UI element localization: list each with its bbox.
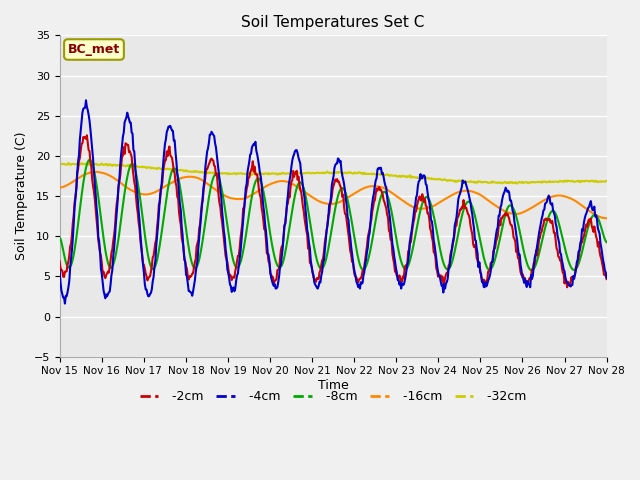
Y-axis label: Soil Temperature (C): Soil Temperature (C)	[15, 132, 28, 260]
Text: BC_met: BC_met	[68, 43, 120, 56]
X-axis label: Time: Time	[318, 379, 349, 392]
Title: Soil Temperatures Set C: Soil Temperatures Set C	[241, 15, 425, 30]
Legend:  -2cm,  -4cm,  -8cm,  -16cm,  -32cm: -2cm, -4cm, -8cm, -16cm, -32cm	[134, 385, 532, 408]
